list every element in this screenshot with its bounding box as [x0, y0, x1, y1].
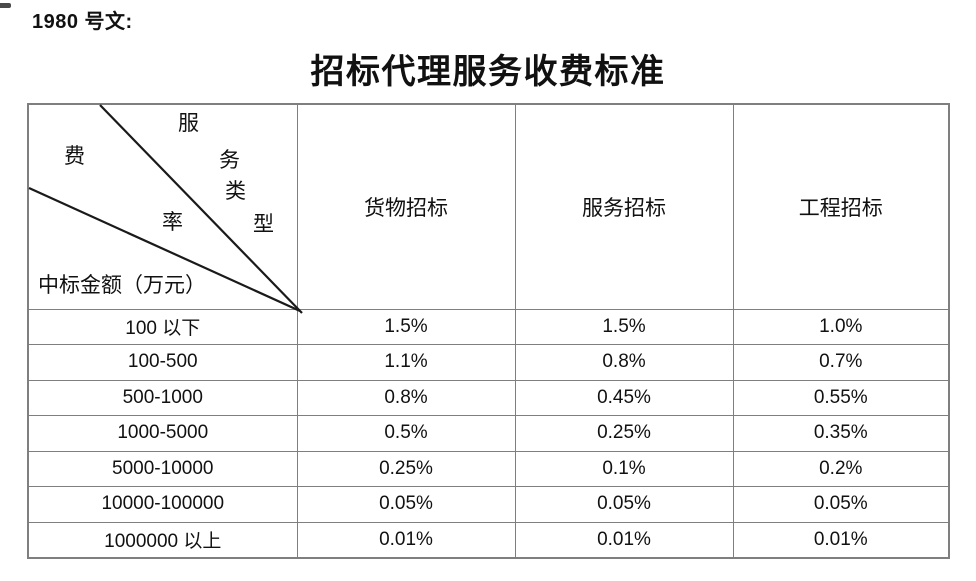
rate-value-cell: 1.5%: [296, 308, 516, 345]
table-corner-cell: 服 务 类 型 费 率 中标金额（万元）: [27, 103, 303, 314]
rate-value-cell: 0.55%: [732, 379, 950, 416]
amount-range-cell: 10000-100000: [27, 486, 298, 523]
rate-value-cell: 1.0%: [732, 308, 950, 345]
corner-service-type-char: 服: [178, 111, 199, 135]
table-row: 100-500 1.1% 0.8% 0.7%: [27, 344, 950, 381]
table-row: 100 以下 1.5% 1.5% 1.0%: [27, 308, 950, 345]
rate-value-cell: 0.05%: [514, 486, 734, 523]
rate-value-cell: 0.25%: [514, 415, 734, 452]
column-header-goods: 货物招标: [296, 103, 516, 310]
rate-value-cell: 0.45%: [514, 379, 734, 416]
corner-service-type-char: 型: [253, 212, 274, 236]
document-ref-label: 1980 号文:: [32, 11, 133, 33]
corner-service-type-char: 务: [219, 148, 240, 172]
corner-amount-label: 中标金额（万元）: [38, 273, 206, 297]
rate-value-cell: 0.8%: [514, 344, 734, 381]
rate-value-cell: 0.01%: [514, 521, 734, 558]
rate-value-cell: 1.1%: [296, 344, 516, 381]
rate-value-cell: 1.5%: [514, 308, 734, 345]
table-row: 5000-10000 0.25% 0.1% 0.2%: [27, 450, 950, 487]
amount-range-cell: 500-1000: [27, 379, 298, 416]
table-row: 1000000 以上 0.01% 0.01% 0.01%: [27, 521, 950, 558]
corner-fee-rate-char: 率: [162, 210, 183, 234]
column-header-service: 服务招标: [514, 103, 734, 310]
rate-value-cell: 0.05%: [732, 486, 950, 523]
rate-value-cell: 0.7%: [732, 344, 950, 381]
table-row: 500-1000 0.8% 0.45% 0.55%: [27, 379, 950, 416]
rate-value-cell: 0.01%: [732, 521, 950, 558]
table-header-row: 服 务 类 型 费 率 中标金额（万元） 货物招标 服务招标 工程招标: [27, 103, 950, 314]
amount-range-cell: 1000000 以上: [27, 521, 298, 558]
rate-value-cell: 0.25%: [296, 450, 516, 487]
rate-value-cell: 0.5%: [296, 415, 516, 452]
amount-range-cell: 100-500: [27, 344, 298, 381]
table-row: 10000-100000 0.05% 0.05% 0.05%: [27, 486, 950, 523]
rate-value-cell: 0.2%: [732, 450, 950, 487]
amount-range-cell: 100 以下: [27, 308, 298, 345]
amount-range-cell: 5000-10000: [27, 450, 298, 487]
edge-artifact: [0, 3, 11, 8]
column-header-engineering: 工程招标: [732, 103, 950, 310]
rate-value-cell: 0.05%: [296, 486, 516, 523]
rate-value-cell: 0.8%: [296, 379, 516, 416]
rate-value-cell: 0.35%: [732, 415, 950, 452]
table-row: 1000-5000 0.5% 0.25% 0.35%: [27, 415, 950, 452]
corner-service-type-char: 类: [225, 179, 246, 203]
amount-range-cell: 1000-5000: [27, 415, 298, 452]
rate-value-cell: 0.01%: [296, 521, 516, 558]
page-title: 招标代理服务收费标准: [310, 54, 666, 91]
fee-standard-table: 服 务 类 型 费 率 中标金额（万元） 货物招标 服务招标 工程招标 100 …: [27, 103, 950, 559]
corner-fee-rate-char: 费: [64, 144, 85, 168]
rate-value-cell: 0.1%: [514, 450, 734, 487]
table-body: 100 以下 1.5% 1.5% 1.0% 100-500 1.1% 0.8% 0.7% 500…: [27, 308, 950, 558]
